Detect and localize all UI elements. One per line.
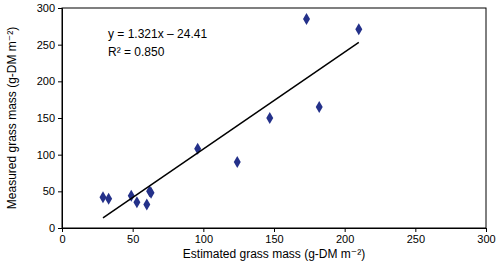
data-point bbox=[355, 23, 362, 35]
data-point bbox=[143, 199, 150, 211]
tick-mark bbox=[345, 228, 346, 232]
axis-line bbox=[63, 229, 487, 233]
tick-mark bbox=[203, 228, 204, 232]
tick-mark bbox=[133, 228, 134, 232]
tick-label: 0 bbox=[49, 222, 55, 234]
tick-mark bbox=[58, 45, 62, 46]
tick-label: 100 bbox=[195, 233, 213, 245]
tick-mark bbox=[415, 228, 416, 232]
data-point bbox=[266, 112, 273, 124]
tick: 150 bbox=[37, 112, 62, 124]
trend-line bbox=[103, 42, 359, 217]
tick-label: 200 bbox=[336, 233, 354, 245]
tick: 200 bbox=[37, 75, 62, 87]
data-point bbox=[303, 13, 310, 25]
annotation: R² = 0.850 bbox=[108, 45, 165, 59]
tick: 250 bbox=[407, 228, 425, 245]
tick: 300 bbox=[37, 2, 62, 14]
tick-label: 50 bbox=[127, 233, 139, 245]
data-point bbox=[316, 101, 323, 113]
tick: 50 bbox=[43, 185, 62, 197]
tick: 50 bbox=[127, 228, 139, 245]
annotation: y = 1.321x – 24.41 bbox=[108, 27, 207, 41]
tick: 300 bbox=[477, 228, 495, 245]
tick-label: 100 bbox=[37, 149, 55, 161]
tick: 0 bbox=[59, 228, 65, 245]
marks bbox=[100, 13, 363, 218]
tick-label: 250 bbox=[37, 39, 55, 51]
tick-label: 0 bbox=[59, 233, 65, 245]
tick: 0 bbox=[49, 222, 62, 234]
data-point bbox=[133, 196, 140, 208]
tick-label: 150 bbox=[37, 112, 55, 124]
tick-label: 200 bbox=[37, 75, 55, 87]
tick-label: 150 bbox=[265, 233, 283, 245]
tick-label: 250 bbox=[407, 233, 425, 245]
tick: 150 bbox=[265, 228, 283, 245]
data-point bbox=[148, 187, 155, 199]
x-axis: 0 50 100 150 200 250 300 bbox=[59, 228, 495, 245]
tick-mark bbox=[58, 118, 62, 119]
tick-mark bbox=[58, 228, 62, 229]
data-point bbox=[100, 191, 107, 203]
plot-area: 0 50 100 150 200 250 300 0 50 100 150 200 250 300 bbox=[37, 2, 496, 245]
tick-mark bbox=[58, 81, 62, 82]
chart: 0 50 100 150 200 250 300 0 50 100 150 200 250 300 Esti… bbox=[0, 0, 500, 263]
tick-label: 300 bbox=[37, 2, 55, 14]
data-point bbox=[234, 156, 241, 168]
tick-mark bbox=[58, 8, 62, 9]
plot-frame bbox=[62, 8, 486, 228]
axis-line bbox=[58, 9, 63, 229]
tick-mark bbox=[58, 155, 62, 156]
tick-label: 50 bbox=[43, 185, 55, 197]
y-axis: 0 50 100 150 200 250 300 bbox=[37, 2, 63, 234]
x-axis-title: Estimated grass mass (g-DM m⁻²) bbox=[183, 247, 365, 261]
tick-mark bbox=[486, 228, 487, 232]
y-axis-title: Measured grass mass (g-DM m⁻²) bbox=[5, 27, 19, 209]
tick: 200 bbox=[336, 228, 354, 245]
tick-mark bbox=[274, 228, 275, 232]
tick-mark bbox=[58, 191, 62, 192]
tick: 100 bbox=[37, 149, 62, 161]
data-point bbox=[105, 193, 112, 205]
tick: 100 bbox=[195, 228, 213, 245]
tick-label: 300 bbox=[477, 233, 495, 245]
tick: 250 bbox=[37, 39, 62, 51]
